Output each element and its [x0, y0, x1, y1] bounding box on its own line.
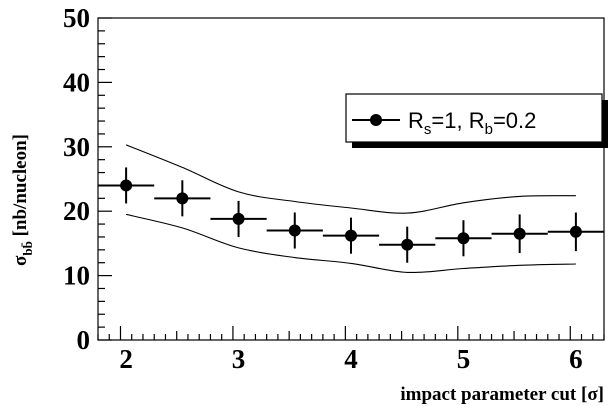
data-point	[98, 167, 155, 204]
legend-label-part: =0.2	[493, 108, 536, 133]
y-tick-label: 10	[63, 261, 90, 291]
marker-dot	[232, 212, 245, 225]
marker-dot	[513, 227, 526, 240]
marker-dot	[457, 232, 470, 245]
data-points	[98, 167, 604, 263]
marker-dot	[345, 229, 357, 242]
y-axis-title: σbb̄ [nb/nucleon]	[10, 134, 35, 266]
marker-dot	[120, 179, 133, 192]
data-point	[547, 212, 604, 252]
y-axis-title-subscript: bb̄	[20, 241, 35, 255]
y-tick-label: 20	[63, 196, 90, 226]
legend: Rs=1, Rb=0.2	[345, 93, 608, 148]
legend-marker	[370, 114, 382, 126]
y-axis-title-symbol: σ	[10, 255, 31, 266]
y-tick-label: 50	[63, 3, 90, 33]
plot-frame	[97, 17, 605, 341]
data-point	[491, 214, 548, 254]
marker-dot	[569, 225, 582, 238]
data-point	[435, 220, 492, 257]
x-axis-title-end: ]	[598, 384, 604, 405]
x-tick-label: 4	[344, 344, 358, 374]
y-axis-title-unit: [nb/nucleon]	[10, 134, 31, 241]
y-tick-label: 40	[63, 67, 90, 97]
data-point	[379, 226, 436, 263]
legend-label-part: =1, R	[431, 108, 484, 133]
x-tick-label: 5	[457, 344, 471, 374]
band-upper-curve	[125, 144, 576, 214]
x-axis-title: impact parameter cut [σ]	[400, 384, 604, 405]
y-tick-label: 0	[77, 325, 91, 355]
y-tick-label: 30	[63, 132, 90, 162]
data-point	[322, 217, 380, 254]
legend-label-part: R	[408, 108, 424, 133]
legend-label-subscript: s	[424, 121, 432, 138]
band-lower-curve	[125, 213, 576, 274]
marker-dot	[401, 238, 414, 251]
data-point	[154, 180, 211, 217]
x-tick-label: 2	[119, 344, 133, 374]
legend-label: Rs=1, Rb=0.2	[408, 108, 536, 138]
data-point	[210, 200, 267, 237]
marker-dot	[176, 192, 189, 205]
x-tick-label: 3	[232, 344, 246, 374]
x-tick-label: 6	[569, 344, 583, 374]
uncertainty-band	[125, 144, 576, 274]
x-axis-title-text: impact parameter cut [	[400, 384, 587, 405]
x-axis-title-symbol: σ	[587, 384, 598, 405]
plot-frame-rect	[97, 17, 605, 341]
legend-label-subscript: b	[485, 121, 493, 138]
marker-dot	[288, 224, 301, 237]
data-point	[266, 212, 323, 249]
legend-box	[345, 93, 603, 143]
